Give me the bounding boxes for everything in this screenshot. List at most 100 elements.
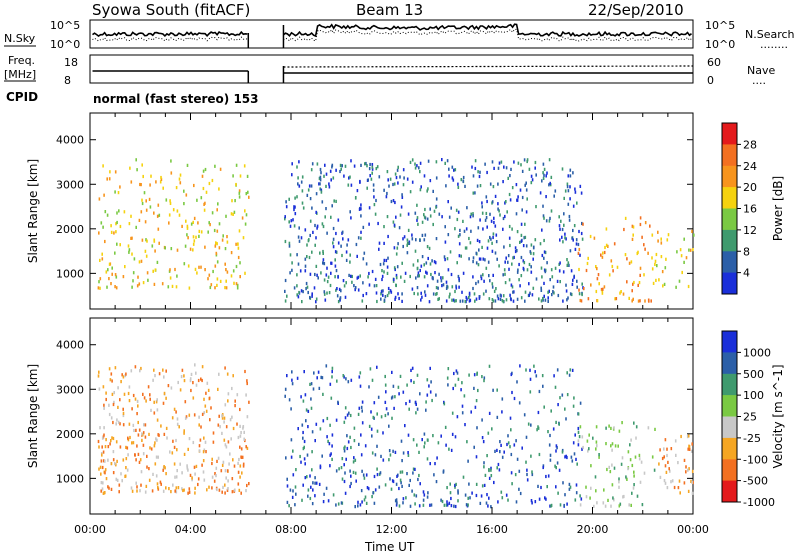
data-cell <box>656 264 658 268</box>
data-cell <box>573 396 575 400</box>
data-cell <box>631 224 634 228</box>
data-cell <box>556 461 559 465</box>
data-cell <box>169 268 171 272</box>
data-cell <box>227 479 229 483</box>
data-cell <box>116 478 119 482</box>
data-cell <box>396 474 398 478</box>
data-cell <box>467 496 469 500</box>
colorbar-swatch <box>722 352 737 375</box>
data-cell <box>315 264 318 268</box>
data-cell <box>140 470 143 474</box>
data-cell <box>569 185 571 189</box>
data-cell <box>448 501 451 505</box>
data-cell <box>312 488 314 492</box>
colorbar-swatch <box>722 272 737 295</box>
data-cell <box>152 472 154 476</box>
data-cell <box>232 269 235 273</box>
data-cell <box>175 486 178 490</box>
data-cell <box>563 212 565 216</box>
data-cell <box>691 491 694 495</box>
data-cell <box>527 422 530 426</box>
data-cell <box>346 434 348 438</box>
data-cell <box>593 504 595 508</box>
data-cell <box>411 233 413 237</box>
data-cell <box>384 483 387 487</box>
data-cell <box>531 472 534 477</box>
data-cell <box>496 294 499 298</box>
data-cell <box>155 455 158 459</box>
data-cell <box>581 292 583 297</box>
data-cell <box>399 374 402 378</box>
data-cell <box>127 453 129 457</box>
data-cell <box>186 233 188 237</box>
data-cell <box>343 174 345 178</box>
data-cell <box>543 250 546 254</box>
data-cell <box>165 369 167 373</box>
data-cell <box>544 270 547 274</box>
data-cell <box>529 390 532 394</box>
freq-tick-top: 18 <box>64 56 78 69</box>
data-cell <box>382 458 385 462</box>
data-cell <box>426 438 429 442</box>
data-cell <box>122 423 125 427</box>
data-cell <box>687 489 690 493</box>
data-cell <box>368 385 370 389</box>
data-cell <box>139 489 141 493</box>
data-cell <box>486 170 488 175</box>
data-cell <box>535 374 538 378</box>
data-cell <box>479 218 481 222</box>
data-cell <box>507 441 510 445</box>
data-cell <box>605 227 608 231</box>
data-cell <box>115 230 117 234</box>
data-cell <box>288 504 290 508</box>
data-cell <box>446 500 448 504</box>
data-cell <box>503 245 505 249</box>
colorbar-tick-label: 4 <box>743 267 750 280</box>
data-cell <box>494 449 496 453</box>
data-cell <box>569 249 572 253</box>
data-cell <box>390 487 393 491</box>
data-cell <box>201 463 203 467</box>
data-cell <box>548 219 551 223</box>
data-cell <box>200 265 202 269</box>
data-cell <box>452 386 454 391</box>
data-cell <box>499 440 501 444</box>
data-cell <box>589 234 592 239</box>
data-cell <box>198 415 200 419</box>
data-cell <box>495 287 497 291</box>
data-cell <box>298 184 301 188</box>
data-cell <box>458 277 460 281</box>
data-cell <box>530 181 533 185</box>
data-cell <box>314 494 316 498</box>
data-cell <box>416 203 418 207</box>
data-cell <box>238 191 241 195</box>
data-cell <box>332 245 335 249</box>
data-cell <box>499 213 501 217</box>
data-cell <box>542 465 544 470</box>
data-cell <box>383 298 386 302</box>
data-cell <box>215 466 218 470</box>
data-cell <box>350 378 353 382</box>
data-cell <box>245 445 247 449</box>
data-cell <box>549 181 551 185</box>
data-cell <box>380 454 382 458</box>
data-cell <box>114 273 117 277</box>
data-cell <box>366 486 369 490</box>
data-cell <box>371 269 374 274</box>
data-cell <box>338 287 341 291</box>
data-cell <box>107 268 109 272</box>
data-cell <box>361 500 363 504</box>
data-cell <box>360 489 363 493</box>
data-cell <box>545 474 547 479</box>
data-cell <box>622 292 625 296</box>
data-cell <box>194 267 197 271</box>
data-cell <box>111 266 113 270</box>
data-cell <box>142 174 144 179</box>
data-cell <box>425 270 427 274</box>
data-cell <box>184 400 187 404</box>
data-cell <box>514 473 517 477</box>
data-cell <box>570 292 573 297</box>
data-cell <box>664 481 667 485</box>
data-cell <box>359 274 361 278</box>
data-cell <box>215 241 217 245</box>
